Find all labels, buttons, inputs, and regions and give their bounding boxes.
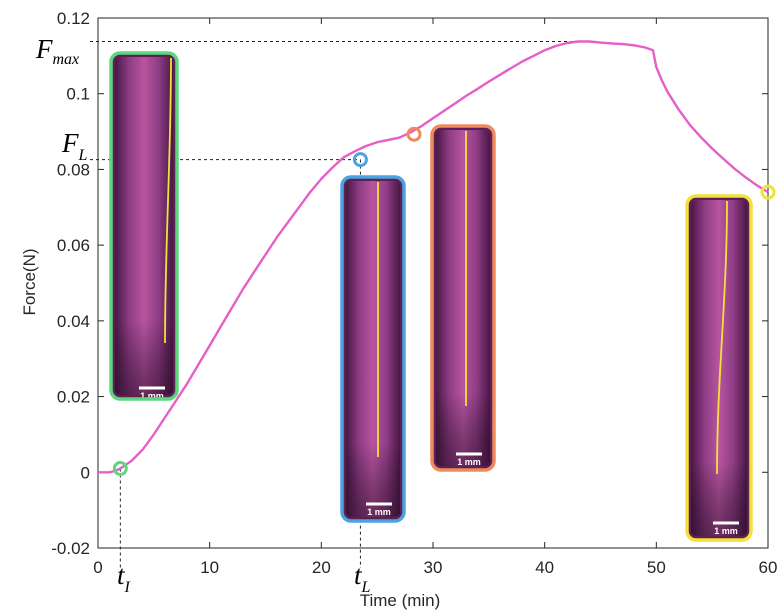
axes-box <box>97 17 769 549</box>
needle-trace <box>716 200 728 475</box>
inset-border <box>430 124 496 472</box>
x-tick-label: 40 <box>535 558 554 577</box>
tissue-shade <box>436 130 490 466</box>
series-layer <box>98 40 769 474</box>
x-axis-label: Time (min) <box>360 591 441 610</box>
y-tick-label: -0.02 <box>51 539 90 558</box>
fmax-label: Fmax <box>35 34 79 68</box>
y-tick-label: 0.08 <box>57 160 90 179</box>
y-axis-label: Force(N) <box>20 248 39 315</box>
x-tick-label: 0 <box>93 558 102 577</box>
inset-border <box>685 194 753 542</box>
image-insets: 1 mm 1 mm 1 mm 1 mm <box>109 51 753 542</box>
point-marker <box>760 184 776 200</box>
force-series-line <box>98 40 769 474</box>
y-tick-label: 0.1 <box>66 85 90 104</box>
scale-bar-label: 1 mm <box>140 391 164 401</box>
inset-border <box>109 51 179 401</box>
microscope-inset: 1 mm <box>340 175 406 523</box>
y-tick-label: 0 <box>81 463 90 482</box>
scale-bar-label: 1 mm <box>367 507 391 517</box>
y-tick-label: 0.06 <box>57 236 90 255</box>
microscope-inset: 1 mm <box>109 51 179 401</box>
ti-label: tI <box>117 560 131 596</box>
y-tick-label: 0.04 <box>57 312 90 331</box>
tissue-shade <box>115 57 173 395</box>
point-marker <box>352 152 368 168</box>
fl-label: FL <box>61 128 88 164</box>
x-tick-label: 30 <box>424 558 443 577</box>
x-tick-label: 50 <box>647 558 666 577</box>
scale-bar-label: 1 mm <box>457 457 481 467</box>
point-marker <box>406 126 422 142</box>
microscope-inset: 1 mm <box>430 124 496 472</box>
inset-border <box>340 175 406 523</box>
y-tick-label: 0.02 <box>57 388 90 407</box>
x-tick-label: 20 <box>312 558 331 577</box>
point-marker <box>112 461 128 476</box>
x-tick-label: 60 <box>759 558 778 577</box>
scale-bar-label: 1 mm <box>714 526 738 536</box>
tissue-shade <box>346 181 400 517</box>
needle-trace <box>164 57 172 344</box>
y-tick-label: 0.12 <box>57 9 90 28</box>
tl-label: tL <box>354 560 371 596</box>
point-markers <box>112 126 776 476</box>
x-tick-label: 10 <box>200 558 219 577</box>
microscope-inset: 1 mm <box>685 194 753 542</box>
tissue-shade <box>691 200 747 536</box>
